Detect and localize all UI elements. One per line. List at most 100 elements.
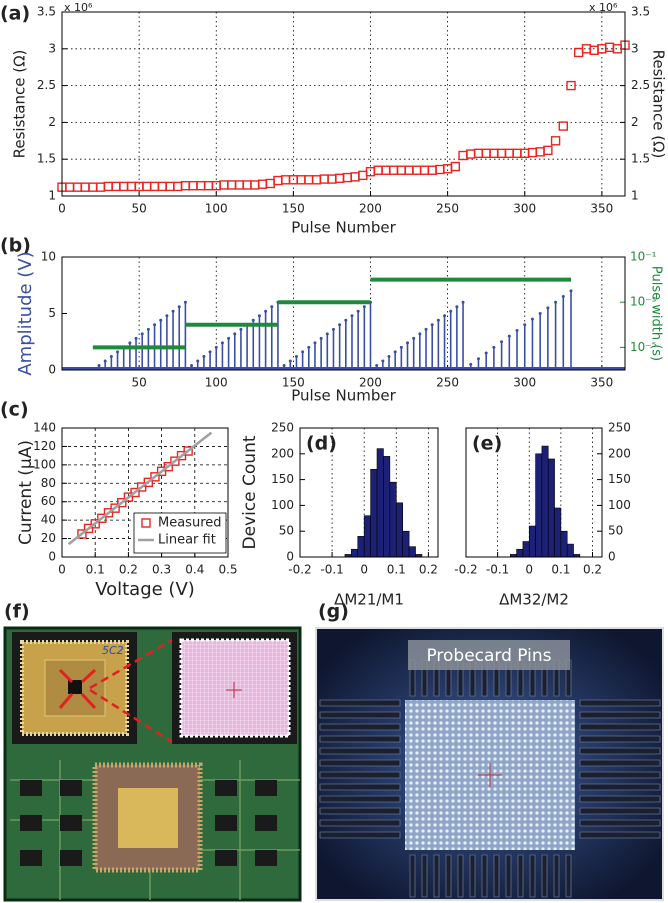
y-tick-label: 250 <box>608 421 631 435</box>
stem-head <box>313 341 316 344</box>
bar <box>409 547 415 557</box>
stem-head <box>301 350 304 353</box>
marker <box>490 149 498 157</box>
marker <box>189 182 197 190</box>
y2-tick-label: 2.5 <box>631 78 650 92</box>
y-tick-label: 60 <box>41 494 56 508</box>
marker <box>575 48 583 56</box>
stem-head <box>110 355 113 358</box>
stem-head <box>523 323 526 326</box>
bar <box>548 459 554 557</box>
y-tick-label: 0 <box>608 550 616 564</box>
y-tick-label: 2 <box>48 115 56 129</box>
x-tick-label: 0 <box>360 563 368 577</box>
x-tick-label: 150 <box>282 202 305 216</box>
stem-head <box>437 319 440 322</box>
marker <box>251 181 259 189</box>
marker <box>498 149 506 157</box>
stem-head <box>375 364 378 367</box>
marker <box>297 176 305 184</box>
y-tick-label: 100 <box>33 457 56 471</box>
stem-head <box>400 346 403 349</box>
marker <box>428 166 436 174</box>
stem-head <box>406 341 409 344</box>
stem-head <box>394 350 397 353</box>
y-tick-label: 40 <box>41 513 56 527</box>
bar <box>536 454 542 557</box>
photo-caption: Probecard Pins <box>426 646 551 666</box>
x-tick-label: 350 <box>590 376 613 390</box>
y2-tick-label: 2 <box>631 115 639 129</box>
marker <box>97 183 105 191</box>
y-tick-label: 200 <box>271 446 294 460</box>
marker <box>151 182 159 190</box>
y-tick-label: 0 <box>286 550 294 564</box>
stem-head <box>381 359 384 362</box>
stem-head <box>562 295 565 298</box>
stem-head <box>221 341 224 344</box>
marker <box>104 182 112 190</box>
x-tick-label: -0.1 <box>320 563 343 577</box>
marker <box>351 173 359 181</box>
marker <box>266 179 274 187</box>
x-tick-label: 300 <box>513 376 536 390</box>
marker <box>235 181 243 189</box>
panel-label: (e) <box>472 433 502 455</box>
y-tick-label: 10 <box>41 250 56 264</box>
marker <box>166 182 174 190</box>
stem-head <box>485 352 488 355</box>
y-tick-label: 150 <box>271 472 294 486</box>
y-tick-label: 2.5 <box>37 78 56 92</box>
marker <box>482 149 490 157</box>
stem-head <box>363 305 366 308</box>
photo-g: Probecard Pins <box>316 628 663 900</box>
y-tick-label: 100 <box>271 498 294 512</box>
stem-head <box>202 355 205 358</box>
bar <box>555 508 561 557</box>
bar <box>529 526 535 557</box>
marker <box>451 163 459 171</box>
chip-label: 5C2 <box>102 644 124 657</box>
marker <box>73 183 81 191</box>
y-tick-label: 20 <box>41 531 56 545</box>
stem-head <box>233 332 236 335</box>
marker <box>606 43 614 51</box>
marker <box>197 182 205 190</box>
marker <box>343 174 351 182</box>
stem-head <box>215 346 218 349</box>
stem-head <box>307 346 310 349</box>
x-tick-label: 0.1 <box>86 563 105 577</box>
stem-head <box>196 359 199 362</box>
legend-label: Linear fit <box>158 533 216 548</box>
marker <box>220 181 228 189</box>
stem-head <box>178 305 181 308</box>
y-tick-label: 5 <box>48 306 56 320</box>
y2-tick-label: 3 <box>631 41 639 55</box>
marker <box>66 183 74 191</box>
stem-head <box>539 312 542 315</box>
stem-head <box>344 319 347 322</box>
marker <box>382 166 390 174</box>
x-tick-label: 0.2 <box>583 563 602 577</box>
bar <box>396 503 402 557</box>
x-tick-label: 0 <box>58 563 66 577</box>
marker <box>127 182 135 190</box>
figure: 5C2 (f) Probecard Pins (g) 0501001502002… <box>0 0 668 903</box>
x-tick-label: 0.2 <box>419 563 438 577</box>
bar <box>383 456 389 557</box>
marker <box>467 150 475 158</box>
y-tick-label: 1 <box>48 189 56 203</box>
bar <box>561 531 567 557</box>
y-tick-label: 0 <box>48 363 56 377</box>
x-tick-label: 100 <box>205 376 228 390</box>
marker <box>282 176 290 184</box>
panel-label: (a) <box>0 3 30 25</box>
x-axis-label: Voltage (V) <box>95 579 195 600</box>
marker <box>590 46 598 54</box>
stem-head <box>554 301 557 304</box>
marker <box>112 182 120 190</box>
y2-axis-label: Pulse width (s) <box>649 266 664 361</box>
x-tick-label: -0.1 <box>486 563 509 577</box>
